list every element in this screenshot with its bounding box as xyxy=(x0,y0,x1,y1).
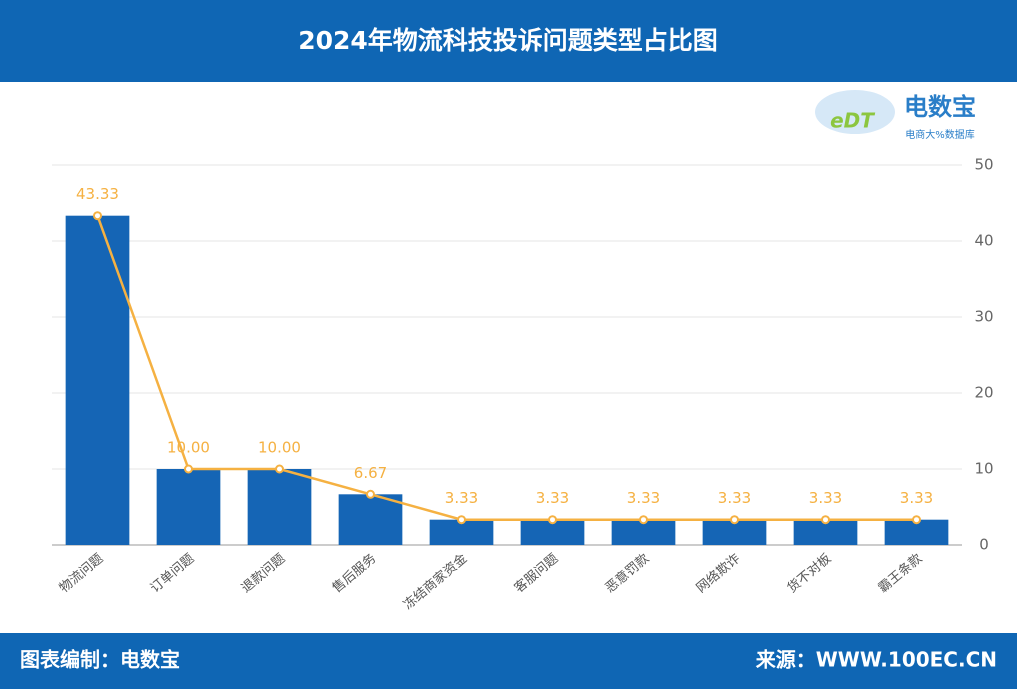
logo-tagline: 电商大%数据库 xyxy=(905,128,975,141)
x-tick-label: 退款问题 xyxy=(239,551,288,596)
y-tick-label: 30 xyxy=(974,308,993,326)
trend-point xyxy=(548,515,557,525)
x-tick-label: 售后服务 xyxy=(329,550,379,596)
trend-point xyxy=(275,464,284,474)
value-label: 6.67 xyxy=(354,464,387,482)
trend-point xyxy=(366,489,375,499)
bar xyxy=(247,469,312,545)
trend-point xyxy=(730,515,739,525)
x-tick-label: 客服问题 xyxy=(511,550,561,596)
value-label: 3.33 xyxy=(536,489,569,507)
chart-title: 2024年物流科技投诉问题类型占比图 xyxy=(298,26,718,55)
trend-point xyxy=(457,515,466,525)
y-tick-label: 20 xyxy=(974,384,993,402)
x-tick-label: 订单问题 xyxy=(148,551,197,596)
y-tick-label: 0 xyxy=(979,536,989,554)
value-label: 10.00 xyxy=(167,439,210,457)
bar xyxy=(65,215,130,545)
x-tick-label: 货不对板 xyxy=(784,550,834,596)
x-tick-label: 网络欺诈 xyxy=(693,550,743,596)
bar xyxy=(156,469,221,545)
logo-name: 电数宝 xyxy=(904,93,976,121)
logo-cloud xyxy=(815,90,895,134)
x-tick-label: 霸王条款 xyxy=(875,550,925,596)
y-tick-label: 40 xyxy=(974,232,993,250)
trend-point xyxy=(912,515,921,525)
value-label: 3.33 xyxy=(809,489,842,507)
value-label: 3.33 xyxy=(900,489,933,507)
trend-line xyxy=(96,215,917,521)
logo-mark: eDT xyxy=(830,109,875,133)
footer-bar xyxy=(0,633,1017,689)
x-tick-label: 冻结商家资金 xyxy=(400,550,470,612)
value-label: 3.33 xyxy=(445,489,478,507)
footer-left: 图表编制：电数宝 xyxy=(20,648,180,672)
x-tick-label: 恶意罚款 xyxy=(602,550,652,596)
trend-point xyxy=(821,515,830,525)
x-tick-label: 物流问题 xyxy=(57,551,106,596)
trend-point xyxy=(93,211,102,221)
bar xyxy=(338,494,403,545)
value-label: 10.00 xyxy=(258,439,301,457)
y-tick-label: 10 xyxy=(974,460,993,478)
footer-right: 来源：WWW.100EC.CN xyxy=(755,648,997,672)
trend-point xyxy=(639,515,648,525)
value-label: 3.33 xyxy=(627,489,660,507)
y-tick-label: 50 xyxy=(974,156,993,174)
header-bar xyxy=(0,0,1017,82)
value-label: 43.33 xyxy=(76,185,119,203)
trend-point xyxy=(184,464,193,474)
value-label: 3.33 xyxy=(718,489,751,507)
